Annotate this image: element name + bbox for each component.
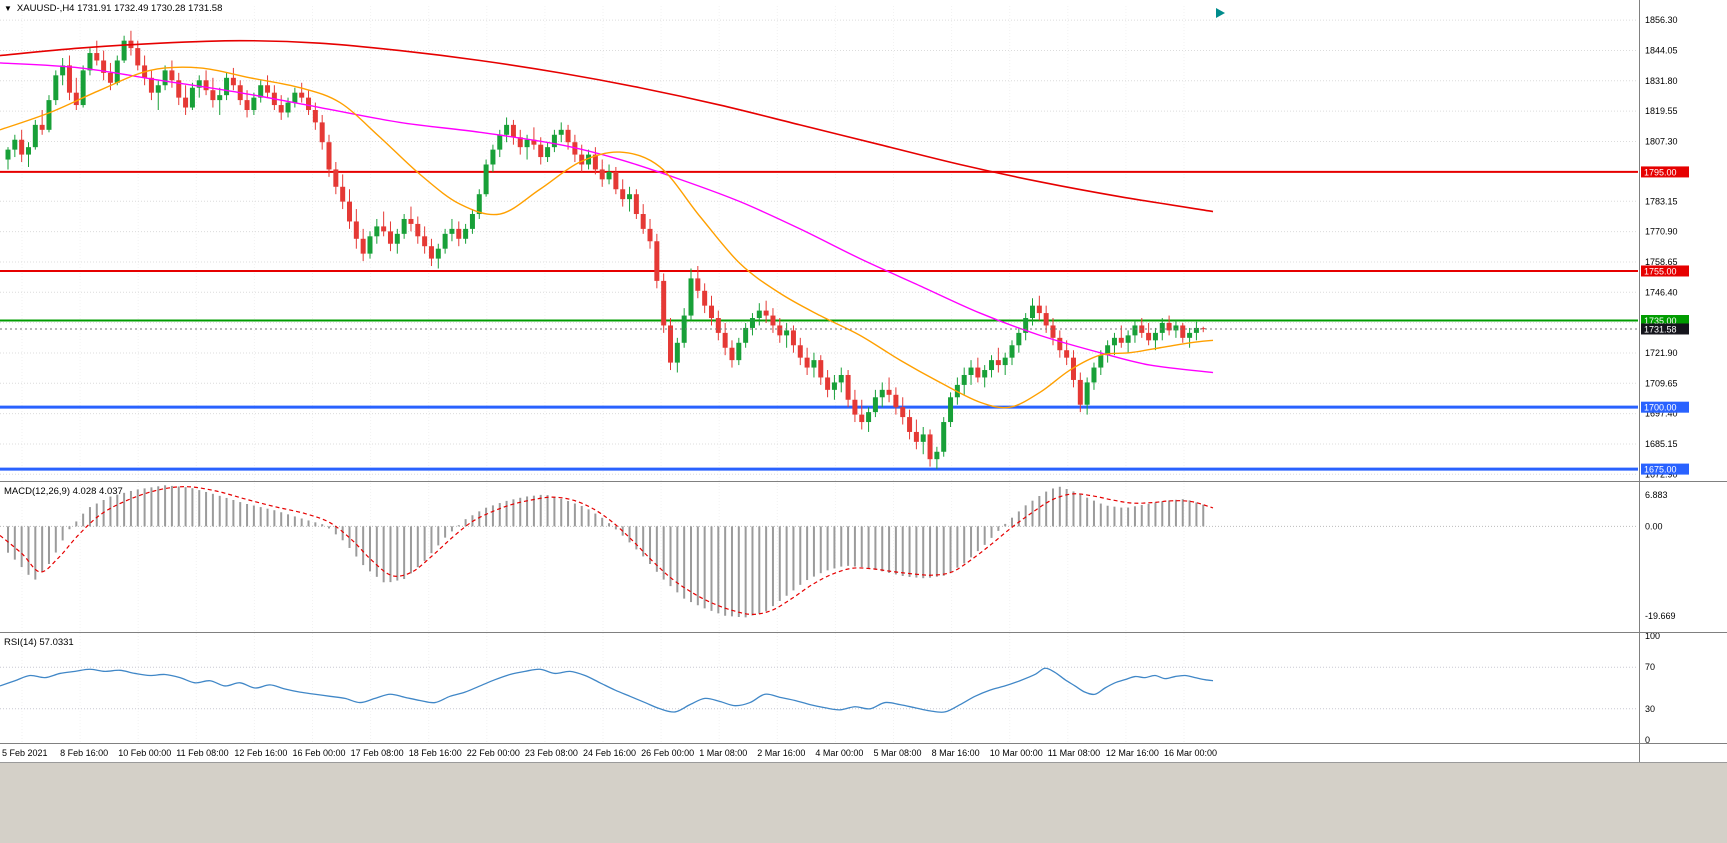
svg-text:-19.669: -19.669 bbox=[1645, 611, 1676, 621]
svg-text:11 Mar 08:00: 11 Mar 08:00 bbox=[1048, 748, 1100, 758]
svg-text:5 Feb 2021: 5 Feb 2021 bbox=[2, 748, 48, 758]
scroll-to-end-icon[interactable] bbox=[1216, 8, 1225, 18]
svg-text:11 Feb 08:00: 11 Feb 08:00 bbox=[176, 748, 228, 758]
time-axis-labels: 5 Feb 2021 8 Feb 16:00 10 Feb 00:00 11 Feb … bbox=[2, 748, 1217, 758]
macd-indicator-label: MACD(12,26,9) 4.028 4.037 bbox=[4, 486, 123, 497]
svg-text:18 Feb 16:00: 18 Feb 16:00 bbox=[409, 748, 462, 758]
macd-panel[interactable] bbox=[0, 482, 1639, 632]
svg-text:5 Mar 08:00: 5 Mar 08:00 bbox=[874, 748, 922, 758]
ma-mid-magenta bbox=[0, 62, 1214, 374]
svg-text:1831.80: 1831.80 bbox=[1645, 76, 1678, 86]
svg-text:17 Feb 08:00: 17 Feb 08:00 bbox=[351, 748, 404, 758]
svg-text:30: 30 bbox=[1645, 704, 1655, 714]
svg-text:16 Mar 00:00: 16 Mar 00:00 bbox=[1164, 748, 1217, 758]
svg-text:1807.30: 1807.30 bbox=[1645, 136, 1678, 146]
svg-text:1856.30: 1856.30 bbox=[1645, 15, 1678, 25]
svg-text:1795.00: 1795.00 bbox=[1644, 167, 1677, 177]
macd-scale-labels: 6.883 0.00 -19.669 bbox=[1645, 490, 1676, 621]
svg-text:10 Mar 00:00: 10 Mar 00:00 bbox=[990, 748, 1043, 758]
price-scale-axis[interactable] bbox=[1640, 0, 1727, 762]
svg-text:1731.58: 1731.58 bbox=[1644, 324, 1677, 334]
svg-text:23 Feb 08:00: 23 Feb 08:00 bbox=[525, 748, 578, 758]
rsi-line bbox=[0, 667, 1214, 713]
svg-text:12 Mar 16:00: 12 Mar 16:00 bbox=[1106, 748, 1159, 758]
chart-symbol-ohlc: ▼ XAUUSD-,H4 1731.91 1732.49 1730.28 173… bbox=[4, 3, 222, 14]
svg-text:100: 100 bbox=[1645, 631, 1660, 641]
svg-text:1783.15: 1783.15 bbox=[1645, 196, 1678, 206]
svg-text:0.00: 0.00 bbox=[1645, 521, 1663, 531]
price-badges: 1795.00 1755.00 1735.00 1700.00 1675.00 1731.… bbox=[1641, 166, 1689, 475]
svg-text:1746.40: 1746.40 bbox=[1645, 287, 1678, 297]
rsi-panel[interactable] bbox=[0, 633, 1639, 743]
svg-text:1721.90: 1721.90 bbox=[1645, 348, 1678, 358]
svg-text:1819.55: 1819.55 bbox=[1645, 106, 1678, 116]
macd-histogram bbox=[7, 485, 1205, 618]
macd-signal-line bbox=[0, 486, 1214, 616]
svg-text:1735.00: 1735.00 bbox=[1644, 316, 1677, 326]
ma-slow-red bbox=[0, 39, 1214, 213]
svg-text:24 Feb 16:00: 24 Feb 16:00 bbox=[583, 748, 636, 758]
svg-text:2 Mar 16:00: 2 Mar 16:00 bbox=[757, 748, 805, 758]
svg-text:1 Mar 08:00: 1 Mar 08:00 bbox=[699, 748, 747, 758]
svg-text:1697.40: 1697.40 bbox=[1645, 409, 1678, 419]
chart-dropdown-icon[interactable]: ▼ bbox=[4, 4, 12, 13]
svg-text:1770.90: 1770.90 bbox=[1645, 227, 1678, 237]
ma-fast-orange bbox=[0, 66, 1214, 409]
horizontal-lines[interactable] bbox=[0, 170, 1638, 471]
svg-text:8 Feb 16:00: 8 Feb 16:00 bbox=[60, 748, 108, 758]
rsi-level-lines bbox=[0, 666, 1638, 710]
svg-text:1675.00: 1675.00 bbox=[1644, 465, 1677, 475]
svg-text:6.883: 6.883 bbox=[1645, 490, 1668, 500]
svg-text:12 Feb 16:00: 12 Feb 16:00 bbox=[234, 748, 287, 758]
panel-separators bbox=[0, 0, 1727, 762]
svg-text:1709.65: 1709.65 bbox=[1645, 378, 1678, 388]
svg-text:1685.15: 1685.15 bbox=[1645, 439, 1678, 449]
window-background bbox=[0, 762, 1727, 843]
main-chart-panel[interactable] bbox=[0, 0, 1639, 481]
rsi-scale-labels: 100 70 30 0 bbox=[1645, 631, 1660, 745]
svg-text:1758.65: 1758.65 bbox=[1645, 257, 1678, 267]
svg-text:1700.00: 1700.00 bbox=[1644, 403, 1677, 413]
time-axis[interactable] bbox=[0, 744, 1639, 762]
svg-text:1755.00: 1755.00 bbox=[1644, 266, 1677, 276]
svg-text:16 Feb 00:00: 16 Feb 00:00 bbox=[293, 748, 346, 758]
svg-text:4 Mar 00:00: 4 Mar 00:00 bbox=[815, 748, 863, 758]
rsi-indicator-label: RSI(14) 57.0331 bbox=[4, 637, 74, 648]
svg-text:0: 0 bbox=[1645, 735, 1650, 745]
svg-text:8 Mar 16:00: 8 Mar 16:00 bbox=[932, 748, 980, 758]
svg-text:1844.05: 1844.05 bbox=[1645, 45, 1678, 55]
svg-text:26 Feb 00:00: 26 Feb 00:00 bbox=[641, 748, 694, 758]
svg-text:22 Feb 00:00: 22 Feb 00:00 bbox=[467, 748, 520, 758]
symbol-ohlc-text: XAUUSD-,H4 1731.91 1732.49 1730.28 1731.… bbox=[16, 3, 223, 14]
svg-text:10 Feb 00:00: 10 Feb 00:00 bbox=[118, 748, 171, 758]
chart-canvas[interactable]: 1856.30 1844.05 1831.80 1819.55 1807.30 1783.… bbox=[0, 0, 1727, 762]
svg-text:70: 70 bbox=[1645, 662, 1655, 672]
